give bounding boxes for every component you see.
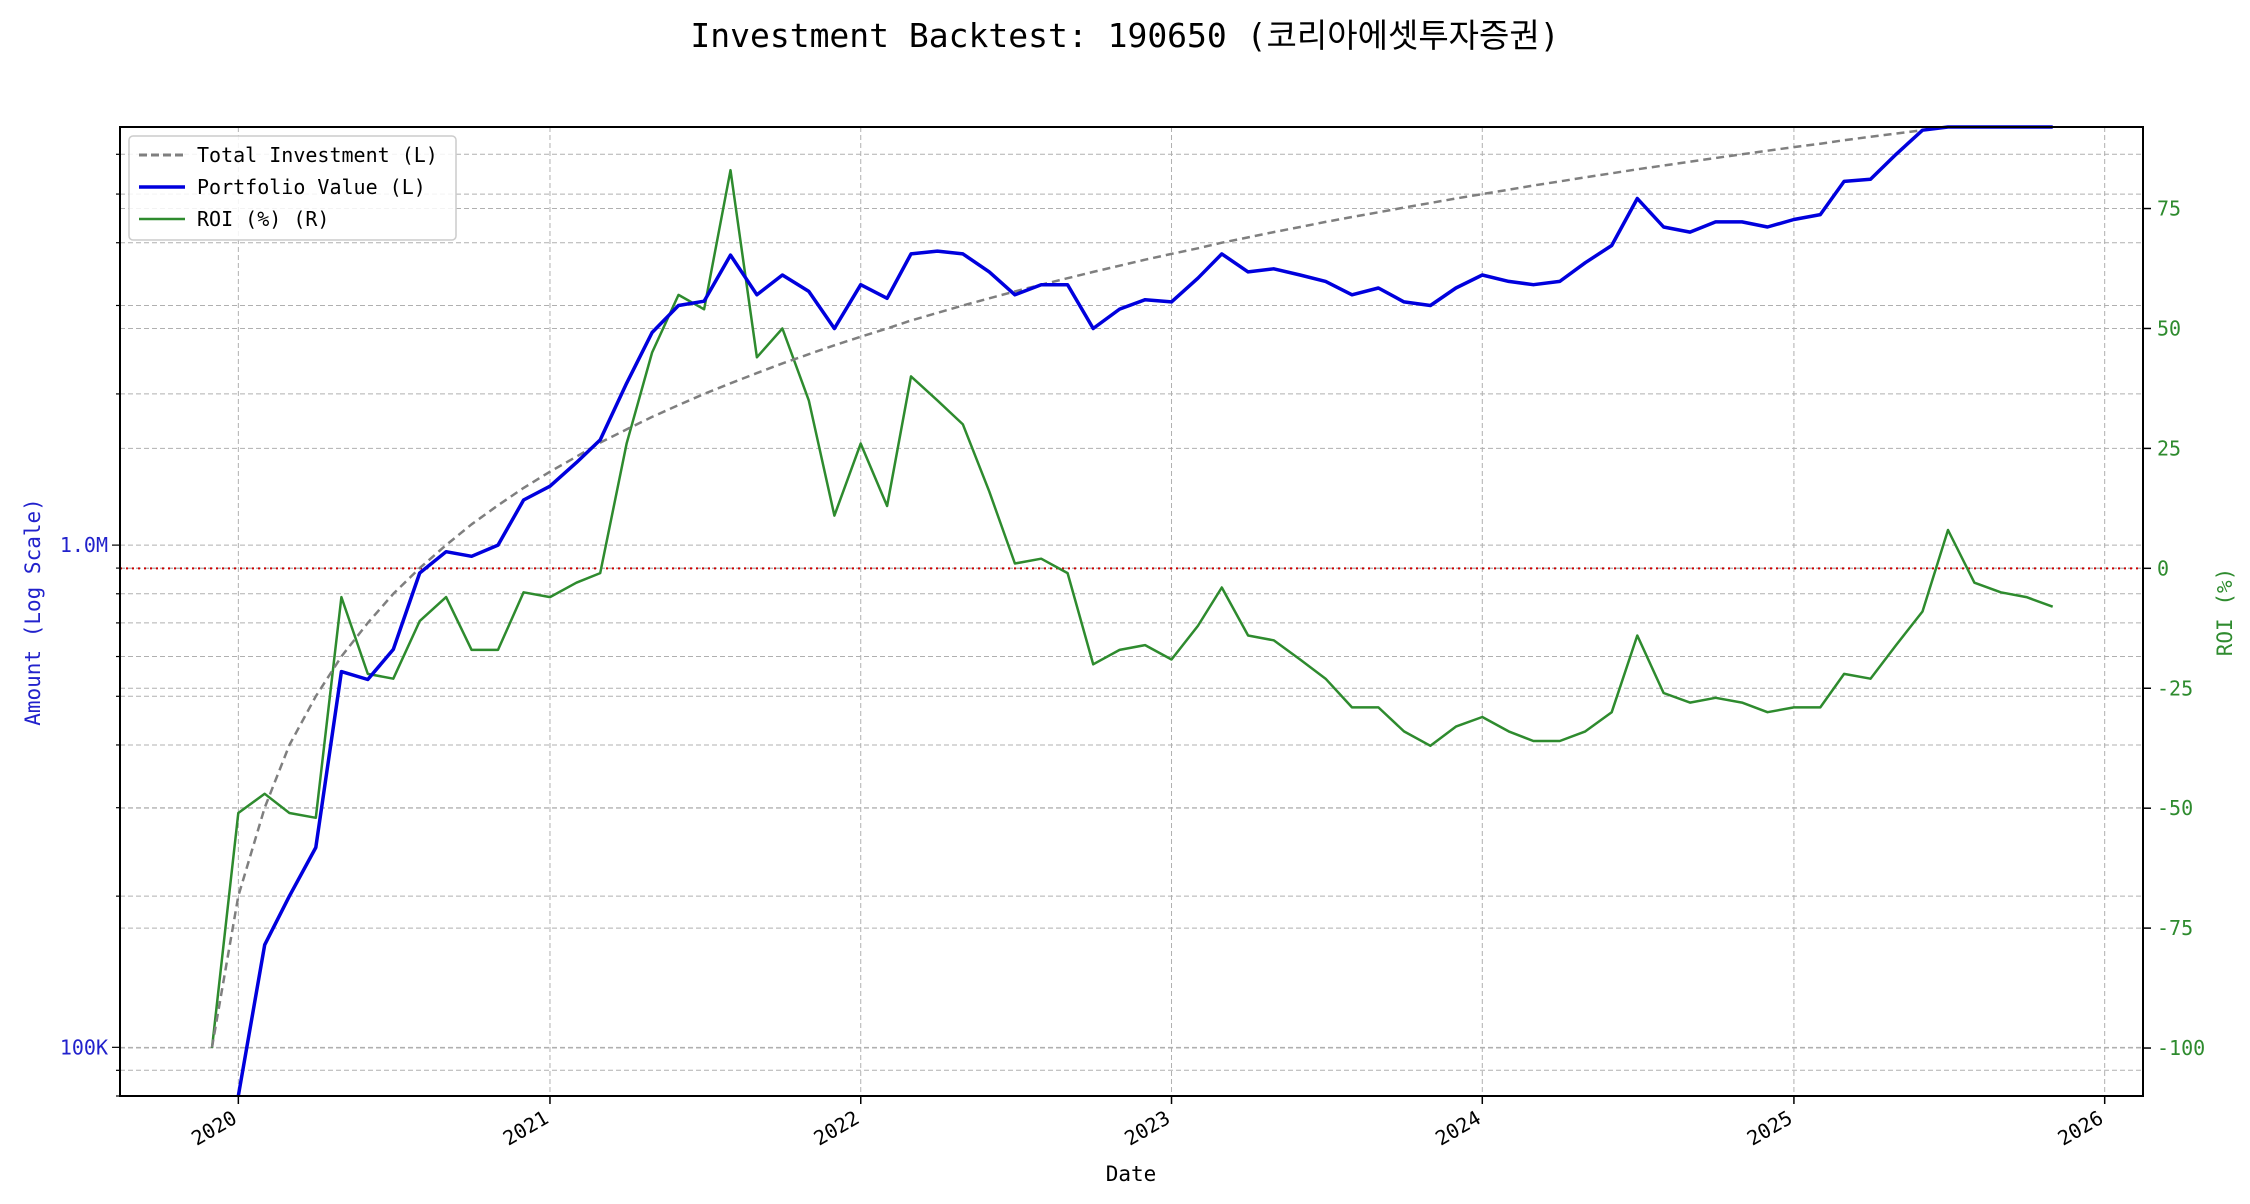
y-right-axis-label: ROI (%) <box>2213 568 2237 657</box>
y-left-tick-label: 1.0M <box>60 533 108 557</box>
legend-box <box>128 135 457 241</box>
x-tick-label: 2026 <box>2053 1106 2107 1151</box>
y-right-axis: -100 -75 -50 -25 0 25 50 75 <box>2143 197 2205 1060</box>
legend-label-investment: Total Investment (L) <box>197 143 438 167</box>
legend-label-portfolio: Portfolio Value (L) <box>197 175 426 199</box>
y-right-tick-label: 50 <box>2157 316 2181 340</box>
x-tick-label: 2025 <box>1743 1106 1797 1151</box>
plot-frame <box>119 126 2144 1097</box>
y-right-tick-label: -75 <box>2157 916 2193 940</box>
y-right-tick-label: -50 <box>2157 796 2193 820</box>
x-axis-label: Date <box>1106 1162 1157 1186</box>
legend-label-roi: ROI (%) (R) <box>197 207 329 231</box>
x-axis: 2020 2021 2022 2023 2024 2025 2026 <box>187 1096 2107 1150</box>
y-right-tick-label: 25 <box>2157 436 2181 460</box>
series-line-portfolio-value <box>236 125 2053 1097</box>
y-right-tick-label: 75 <box>2157 197 2181 221</box>
series-line-roi <box>210 168 2054 1049</box>
x-tick-label: 2021 <box>499 1106 553 1151</box>
y-right-tick-label: 0 <box>2157 556 2169 580</box>
x-tick-label: 2020 <box>187 1106 241 1151</box>
y-right-tick-label: -25 <box>2157 676 2193 700</box>
y-left-axis-label: Amount (Log Scale) <box>21 498 45 726</box>
grid-lines <box>120 127 2143 1097</box>
x-tick-label: 2022 <box>810 1106 864 1151</box>
chart-title: Investment Backtest: 190650 (코리아에셋투자증권) <box>690 16 1559 55</box>
series-line-total-investment <box>210 125 2053 1048</box>
y-left-tick-label: 100K <box>60 1035 108 1059</box>
x-tick-label: 2024 <box>1431 1106 1485 1151</box>
y-right-tick-label: -100 <box>2157 1036 2205 1060</box>
series-group <box>210 125 2054 1097</box>
x-tick-label: 2023 <box>1120 1106 1174 1151</box>
legend: Total Investment (L) Portfolio Value (L)… <box>128 135 457 241</box>
y-left-axis: 100K 1.0M <box>60 153 120 1097</box>
